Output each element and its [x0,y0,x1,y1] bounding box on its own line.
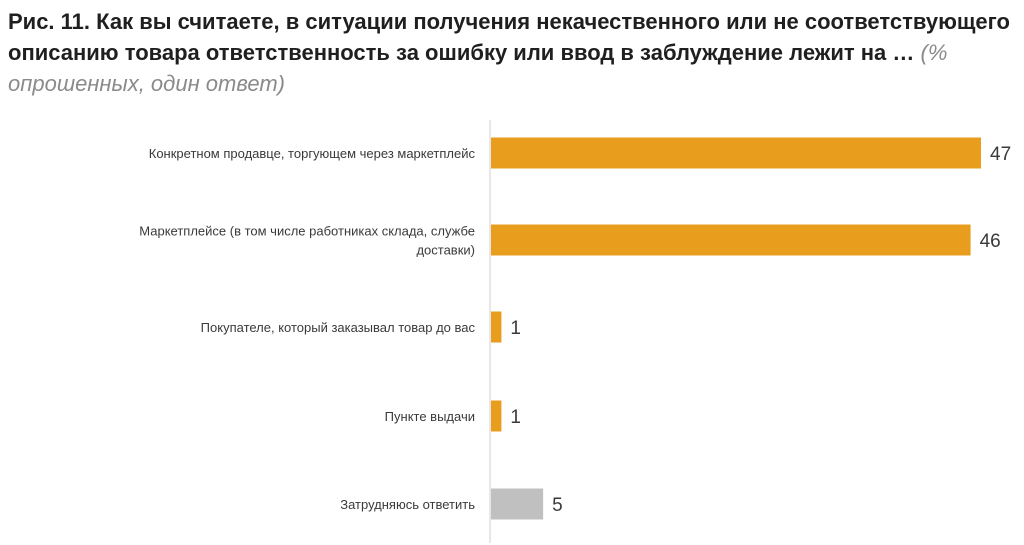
bar-2 [491,224,971,256]
category-label-1: Конкретном продавце, торгующем через мар… [149,146,476,161]
category-label-line: Покупателе, который заказывал товар до в… [201,320,476,335]
category-label-line: Затрудняюсь ответить [340,497,475,512]
bar-5 [491,488,544,520]
bar-1 [491,137,981,169]
category-label-line: Пункте выдачи [385,409,475,424]
value-label-3: 1 [510,318,521,339]
category-label-5: Затрудняюсь ответить [340,497,475,512]
value-label-5: 5 [552,495,563,516]
value-label-4: 1 [510,407,521,428]
value-label-1: 47 [990,144,1011,165]
category-label-4: Пункте выдачи [385,409,475,424]
category-label-line: Конкретном продавце, торгующем через мар… [149,146,476,161]
category-label-2: Маркетплейсе (в том числе работниках скл… [139,224,475,258]
chart-title: Рис. 11. Как вы считаете, в ситуации пол… [8,6,1018,99]
category-labels: Конкретном продавце, торгующем через мар… [139,146,475,512]
value-label-2: 46 [980,231,1001,252]
category-label-line: Маркетплейсе (в том числе работниках скл… [139,224,475,239]
chart-title-subtitle: (% опрошенных, один ответ) [8,40,948,96]
bars [491,137,981,520]
bar-3 [491,311,502,343]
category-label-3: Покупателе, который заказывал товар до в… [201,320,476,335]
category-label-line: доставки) [416,243,475,258]
value-labels: 47 46 1 1 5 [510,144,1011,516]
chart-title-main: Рис. 11. Как вы считаете, в ситуации пол… [8,9,1010,65]
bar-4 [491,400,502,432]
